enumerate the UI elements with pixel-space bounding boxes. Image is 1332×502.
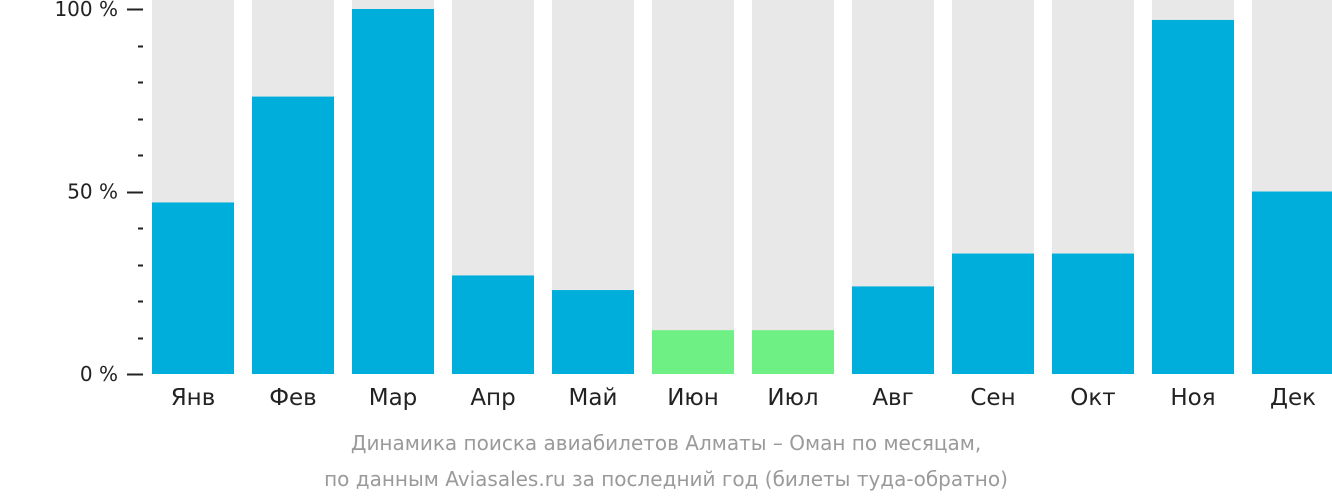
x-axis-tick-label: Июл bbox=[767, 385, 818, 411]
x-axis-tick-label: Май bbox=[569, 385, 618, 411]
bar bbox=[1152, 19, 1234, 374]
bars bbox=[152, 0, 1332, 374]
x-axis-tick-label: Сен bbox=[970, 385, 1015, 411]
y-axis-tick-label: 100 % bbox=[54, 0, 118, 21]
bar bbox=[1052, 253, 1134, 374]
chart-caption-line-1: Динамика поиска авиабилетов Алматы – Ома… bbox=[350, 431, 982, 455]
x-axis-tick-label: Мар bbox=[369, 385, 418, 411]
y-axis-tick-label: 50 % bbox=[67, 180, 118, 204]
bar bbox=[652, 330, 734, 374]
bar bbox=[952, 253, 1034, 374]
bar bbox=[452, 275, 534, 374]
x-axis-tick-label: Фев bbox=[269, 385, 317, 411]
y-axis-tick-label: 0 % bbox=[80, 362, 118, 386]
x-axis-tick-label: Ноя bbox=[1170, 385, 1215, 411]
bar bbox=[1252, 191, 1332, 374]
x-axis-tick-label: Окт bbox=[1070, 385, 1115, 411]
x-axis-tick-label: Апр bbox=[470, 385, 515, 411]
x-axis-tick-label: Июн bbox=[667, 385, 719, 411]
x-axis-tick-label: Авг bbox=[872, 385, 913, 411]
x-axis-tick-label: Дек bbox=[1270, 385, 1316, 411]
bar bbox=[352, 9, 434, 374]
x-axis-tick-label: Янв bbox=[171, 385, 216, 411]
bar bbox=[852, 286, 934, 374]
bar-track bbox=[652, 0, 734, 374]
bar bbox=[252, 96, 334, 374]
chart-caption-line-2: по данным Aviasales.ru за последний год … bbox=[324, 467, 1008, 491]
bar bbox=[152, 202, 234, 374]
bar bbox=[552, 290, 634, 374]
bar bbox=[752, 330, 834, 374]
x-axis-labels: Янв Фев Мар Апр Май Июн Июл Авг Сен Окт Ноя Дек bbox=[171, 385, 1316, 411]
y-axis: 0 % 50 % 100 % bbox=[54, 0, 143, 386]
bar-track bbox=[752, 0, 834, 374]
